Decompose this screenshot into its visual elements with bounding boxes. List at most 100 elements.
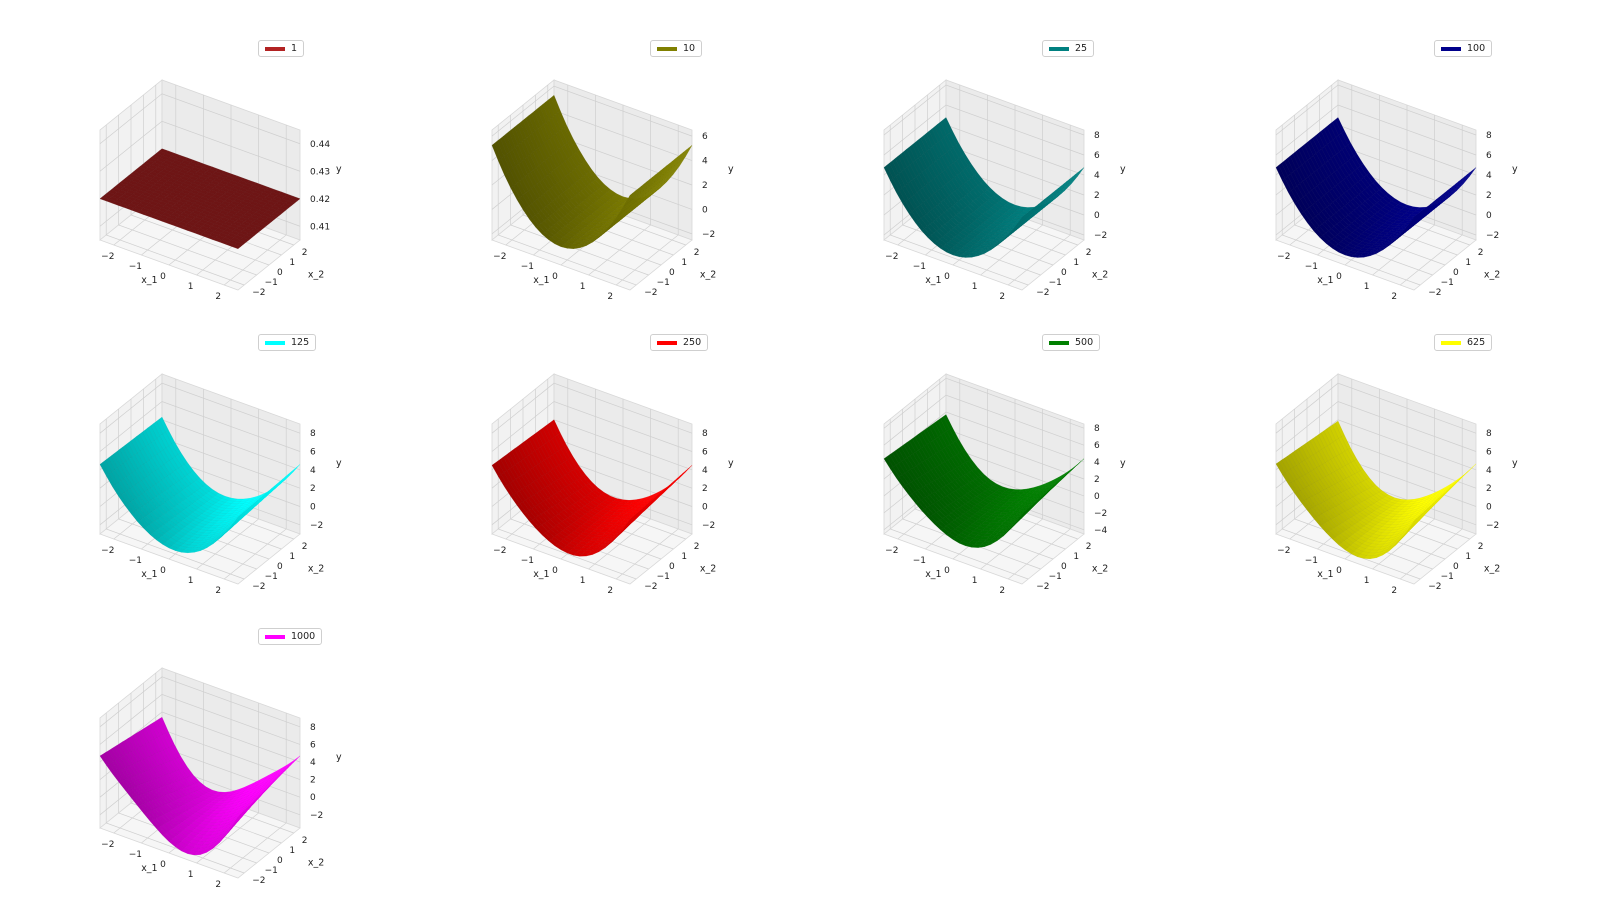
x-axis-label: x_1: [925, 275, 941, 286]
z-tick-label: 6: [1486, 151, 1492, 161]
z-tick-label: 0: [702, 503, 708, 513]
x-tick-label: −1: [913, 556, 926, 566]
x-tick-label: 0: [160, 860, 166, 870]
z-tick-label: 8: [1094, 424, 1100, 434]
y-tick-label: 0: [1061, 562, 1067, 572]
y-tick-label: 1: [289, 552, 295, 562]
z-tick-label: −2: [1094, 231, 1107, 241]
y-axis-label: x_2: [1092, 564, 1108, 575]
z-tick-label: 4: [1094, 171, 1100, 181]
x-tick-label: −2: [885, 546, 898, 556]
legend: 25: [1042, 40, 1095, 57]
y-axis-label: x_2: [308, 270, 324, 281]
x-tick-label: 0: [552, 566, 558, 576]
x-tick-label: −2: [101, 840, 114, 850]
x-tick-label: −2: [101, 252, 114, 262]
x-tick-label: 1: [1364, 282, 1370, 292]
x-tick-label: −2: [101, 546, 114, 556]
subplot-500: −2 −1 0 1 2 −2 −1 0 1 2 −4 −2 0 2 4 6 8 x_1 x_2 y 500: [784, 324, 1144, 596]
z-axis-label: y: [336, 752, 342, 763]
z-tick-label: 0: [310, 503, 316, 513]
y-axis-label: x_2: [700, 564, 716, 575]
y-tick-label: −2: [1428, 288, 1441, 298]
y-tick-label: 2: [1478, 248, 1484, 258]
x-tick-label: 1: [188, 870, 194, 880]
z-tick-label: 4: [702, 157, 708, 167]
y-tick-label: −2: [252, 288, 265, 298]
subplot-1: −2 −1 0 1 2 −2 −1 0 1 2 0.41 0.42 0.43 0.44 x_1 x_2 y 1: [0, 30, 360, 302]
legend-label: 250: [683, 337, 702, 348]
x-tick-label: 2: [1391, 586, 1397, 596]
y-tick-label: 0: [1453, 562, 1459, 572]
legend: 1000: [258, 628, 323, 645]
z-axis-label: y: [728, 164, 734, 175]
z-tick-label: 4: [1094, 458, 1100, 468]
surface: [1275, 117, 1477, 258]
x-tick-label: −1: [521, 262, 534, 272]
x-tick-label: −1: [1305, 556, 1318, 566]
z-axis-label: y: [1512, 458, 1518, 469]
z-tick-label: 6: [310, 740, 316, 750]
y-tick-label: 0: [669, 268, 675, 278]
x-tick-label: 0: [552, 272, 558, 282]
y-tick-label: 2: [1478, 542, 1484, 552]
surface: [491, 419, 693, 557]
subplot-250: −2 −1 0 1 2 −2 −1 0 1 2 −2 0 2 4 6 8 x_1 x_2 y 250: [392, 324, 752, 596]
x-tick-label: −1: [521, 556, 534, 566]
x-tick-label: −2: [493, 546, 506, 556]
z-tick-label: −4: [1094, 526, 1108, 536]
legend-swatch: [265, 634, 285, 639]
x-tick-label: 1: [1364, 576, 1370, 586]
x-tick-label: 0: [1336, 272, 1342, 282]
subplot-25: −2 −1 0 1 2 −2 −1 0 1 2 −2 0 2 4 6 8 x_1 x_2 y 25: [784, 30, 1144, 302]
legend-label: 10: [683, 43, 696, 54]
y-tick-label: −2: [1428, 582, 1441, 592]
y-tick-label: 1: [1073, 552, 1079, 562]
x-tick-label: −1: [913, 262, 926, 272]
z-tick-label: 2: [1486, 484, 1492, 494]
z-tick-label: 6: [1486, 448, 1492, 458]
y-tick-label: −1: [265, 866, 278, 876]
x-tick-label: 2: [1391, 292, 1397, 302]
y-tick-label: −2: [644, 582, 657, 592]
legend-swatch: [265, 340, 285, 345]
y-tick-label: 2: [302, 836, 308, 846]
x-tick-label: 2: [215, 292, 221, 302]
subplot-1000: −2 −1 0 1 2 −2 −1 0 1 2 −2 0 2 4 6 8 x_1 x_2 y 1000: [0, 618, 360, 890]
subplot-10: −2 −1 0 1 2 −2 −1 0 1 2 −2 0 2 4 6 x_1 x_2 y 10: [392, 30, 752, 302]
x-tick-label: 1: [580, 576, 586, 586]
legend-swatch: [1049, 46, 1069, 51]
x-tick-label: 2: [999, 586, 1005, 596]
z-tick-label: 4: [702, 466, 708, 476]
y-axis-label: x_2: [308, 858, 324, 869]
z-tick-label: 6: [1094, 441, 1100, 451]
legend: 625: [1434, 334, 1493, 351]
x-tick-label: 0: [160, 272, 166, 282]
legend: 100: [1434, 40, 1493, 57]
x-tick-label: 0: [1336, 566, 1342, 576]
legend: 10: [650, 40, 703, 57]
subplot-125: −2 −1 0 1 2 −2 −1 0 1 2 −2 0 2 4 6 8 x_1 x_2 y 125: [0, 324, 360, 596]
y-tick-label: −1: [265, 572, 278, 582]
y-tick-label: 2: [302, 542, 308, 552]
z-tick-label: 4: [310, 466, 316, 476]
y-tick-label: −2: [252, 876, 265, 886]
legend-swatch: [1441, 46, 1461, 51]
surface: [491, 95, 693, 249]
x-tick-label: −1: [129, 850, 142, 860]
x-tick-label: 0: [160, 566, 166, 576]
y-tick-label: −1: [1049, 572, 1062, 582]
x-tick-label: 2: [607, 292, 613, 302]
legend: 1: [258, 40, 305, 57]
z-axis-label: y: [1120, 458, 1126, 469]
z-tick-label: −2: [702, 230, 715, 240]
